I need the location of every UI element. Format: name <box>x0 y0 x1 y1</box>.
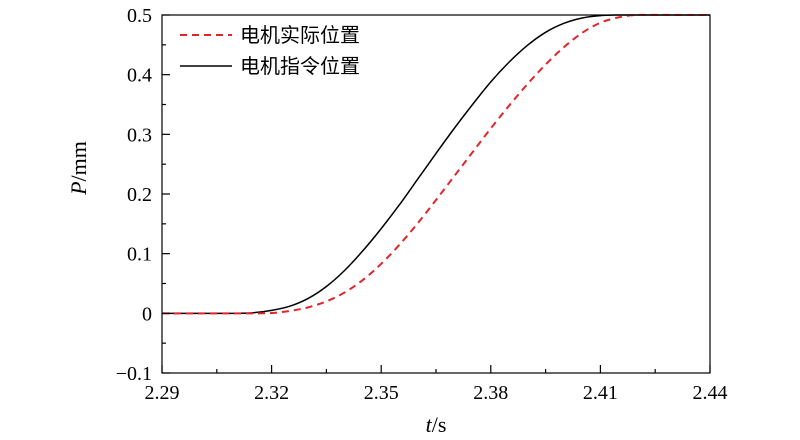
series-line-command-position <box>161 14 710 315</box>
y-axis-label: P/mm <box>66 141 91 196</box>
x-tick-label: 2.38 <box>473 382 508 404</box>
x-tick-label: 2.32 <box>254 382 289 404</box>
svg-text:P/mm: P/mm <box>66 141 91 196</box>
series-line-actual-position <box>161 13 710 315</box>
y-tick-label: −0.1 <box>116 363 152 385</box>
y-tick-label: 0 <box>142 303 152 325</box>
x-tick-label: 2.29 <box>145 382 180 404</box>
labels-layer: 2.29 2.32 2.35 2.38 2.41 2.44 −0.1 0 0.1 0.2 0.3 0.… <box>116 5 728 404</box>
y-axis-var: P <box>66 181 91 195</box>
x-tick-label: 2.44 <box>693 382 728 404</box>
y-tick-label: 0.4 <box>127 65 152 87</box>
y-axis-unit: /mm <box>66 141 91 181</box>
legend: 电机实际位置 电机指令位置 <box>180 23 360 78</box>
x-tick-label: 2.41 <box>583 382 618 404</box>
y-tick-label: 0.5 <box>127 5 152 27</box>
legend-label-command: 电机指令位置 <box>240 54 360 78</box>
series-layer <box>161 13 710 315</box>
x-axis-var: t <box>426 412 433 437</box>
x-tick-label: 2.35 <box>364 382 399 404</box>
x-axis-label: t/s <box>426 412 447 437</box>
ticks-layer <box>161 14 711 374</box>
y-tick-label: 0.3 <box>127 124 152 146</box>
y-tick-label: 0.2 <box>127 184 152 206</box>
legend-label-actual: 电机实际位置 <box>240 23 360 47</box>
y-tick-label: 0.1 <box>127 244 152 266</box>
x-axis-unit: /s <box>432 412 447 437</box>
